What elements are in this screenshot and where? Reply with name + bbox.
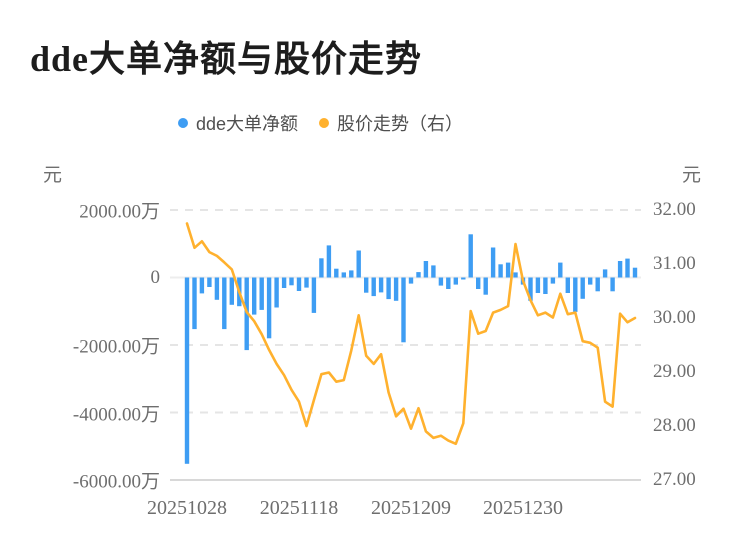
bar bbox=[304, 277, 309, 288]
right-axis-unit: 元 bbox=[682, 165, 702, 186]
bar bbox=[192, 277, 197, 330]
y-axis-left-tick-label: 0 bbox=[150, 266, 161, 288]
y-axis-left-tick-label: -4000.00万 bbox=[72, 404, 160, 425]
bar bbox=[558, 262, 563, 278]
bar bbox=[274, 277, 279, 308]
bar bbox=[468, 234, 473, 278]
bar bbox=[453, 277, 458, 285]
bar bbox=[281, 277, 287, 288]
x-axis-tick-label: 20251209 bbox=[371, 497, 451, 519]
bar bbox=[505, 262, 511, 278]
y-axis-right-tick-label: 28.00 bbox=[653, 415, 696, 436]
price-line bbox=[185, 222, 637, 446]
bar bbox=[498, 264, 503, 278]
bar bbox=[311, 277, 317, 313]
bar bbox=[364, 277, 369, 293]
bar bbox=[416, 272, 421, 278]
bar bbox=[378, 277, 384, 293]
bar bbox=[334, 268, 339, 278]
legend-bullet-orange-icon bbox=[319, 118, 330, 128]
bar bbox=[222, 277, 227, 330]
bar bbox=[349, 270, 354, 278]
legend-item-price[interactable]: 股价走势（右） bbox=[319, 110, 463, 136]
bar bbox=[483, 277, 488, 295]
bar bbox=[214, 277, 220, 300]
y-axis-left-tick-label: 2000.00万 bbox=[79, 201, 160, 223]
bar bbox=[252, 277, 257, 315]
bar bbox=[431, 265, 436, 278]
bar bbox=[229, 277, 234, 305]
legend-label-price: 股价走势（右） bbox=[337, 114, 464, 134]
y-axis-left-tick-label: -2000.00万 bbox=[72, 336, 160, 358]
bar bbox=[513, 272, 518, 278]
bar bbox=[595, 277, 600, 292]
bar bbox=[393, 277, 399, 301]
legend-item-dde-net[interactable]: dde大单净额 bbox=[178, 110, 298, 136]
bar bbox=[573, 277, 578, 312]
bar bbox=[259, 277, 264, 310]
x-axis-tick-label: 20251118 bbox=[259, 497, 339, 519]
bar bbox=[408, 277, 414, 284]
y-axis-right-tick-label: 29.00 bbox=[653, 361, 696, 382]
bar bbox=[289, 277, 294, 286]
bar bbox=[356, 250, 361, 278]
x-axis-tick-label: 20251028 bbox=[147, 497, 227, 519]
bar bbox=[550, 277, 556, 284]
left-axis-unit: 元 bbox=[43, 165, 63, 186]
bar bbox=[476, 277, 481, 289]
bar bbox=[326, 245, 332, 278]
bar bbox=[296, 277, 302, 291]
bar bbox=[535, 277, 541, 293]
y-axis-right-tick-label: 31.00 bbox=[653, 253, 696, 274]
chart-title: dde大单净额与股价走势 bbox=[30, 39, 423, 79]
bar bbox=[602, 269, 608, 278]
bar bbox=[617, 261, 623, 278]
bar bbox=[580, 277, 585, 299]
bar bbox=[543, 277, 548, 294]
y-axis-right-tick-label: 27.00 bbox=[653, 469, 696, 490]
bar bbox=[207, 277, 212, 287]
legend-bullet-blue-icon bbox=[178, 118, 188, 128]
bar bbox=[386, 277, 391, 300]
bar bbox=[588, 277, 593, 285]
x-axis-tick-label: 20251230 bbox=[483, 497, 563, 519]
bar bbox=[632, 267, 638, 278]
y-axis-right-tick-label: 30.00 bbox=[653, 307, 696, 328]
y-axis-left-tick-label: -6000.00万 bbox=[72, 471, 160, 493]
bar bbox=[371, 277, 376, 297]
bar bbox=[528, 277, 533, 301]
bar bbox=[401, 277, 406, 343]
legend: dde大单净额 股价走势（右） bbox=[178, 110, 463, 136]
bar bbox=[184, 277, 190, 464]
bar bbox=[341, 272, 346, 278]
bar bbox=[625, 258, 630, 278]
bar bbox=[438, 277, 444, 286]
y-axis-right-tick-label: 32.00 bbox=[653, 199, 696, 220]
bar bbox=[423, 261, 429, 278]
bar bbox=[490, 247, 496, 278]
bar bbox=[319, 258, 324, 278]
bar bbox=[461, 277, 466, 280]
bar bbox=[446, 277, 451, 289]
bar bbox=[266, 277, 272, 339]
bar bbox=[610, 277, 615, 292]
legend-label-dde-net: dde大单净额 bbox=[196, 114, 299, 134]
bar bbox=[199, 277, 205, 294]
bar bbox=[565, 277, 570, 293]
